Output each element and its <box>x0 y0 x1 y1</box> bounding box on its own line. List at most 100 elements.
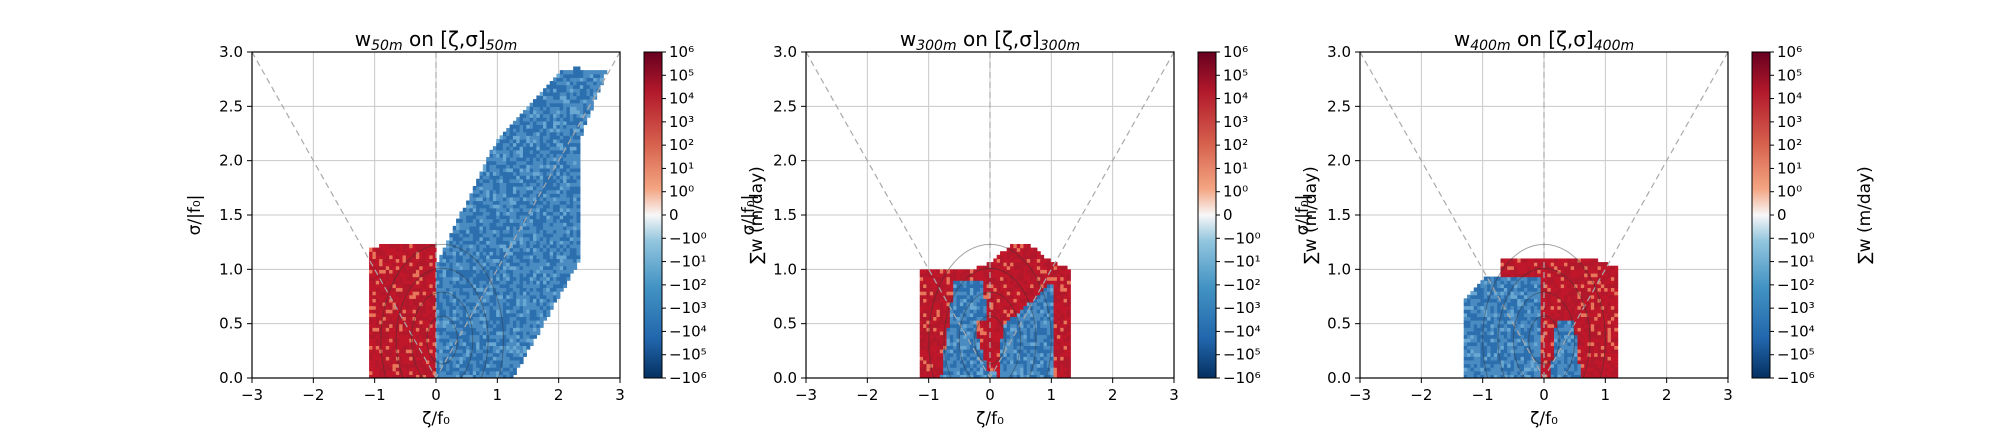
heatmap-cell <box>949 298 954 303</box>
heatmap-cell <box>506 149 511 155</box>
heatmap-cell <box>919 309 924 314</box>
heatmap-cell <box>556 186 561 191</box>
heatmap-cell <box>923 338 928 343</box>
heatmap-cell <box>529 334 534 339</box>
heatmap-cell <box>526 196 531 202</box>
heatmap-cell <box>969 298 974 303</box>
heatmap-cell <box>553 160 558 165</box>
heatmap-cell <box>496 171 501 176</box>
heatmap-cell <box>379 312 384 318</box>
heatmap-cell <box>933 359 938 365</box>
heatmap-cell <box>496 356 501 361</box>
heatmap-cell <box>539 153 544 158</box>
heatmap-cell <box>533 320 537 325</box>
heatmap-cell <box>929 309 934 314</box>
heatmap-cell <box>372 262 377 267</box>
heatmap-cell <box>369 341 374 346</box>
heatmap-cell <box>566 106 571 111</box>
heatmap-cell <box>415 258 420 263</box>
heatmap-cell <box>379 334 384 339</box>
heatmap-cell <box>943 356 948 361</box>
heatmap-cell <box>546 215 551 220</box>
heatmap-cell <box>425 312 430 318</box>
heatmap-cell <box>496 204 501 209</box>
heatmap-cell <box>919 301 924 307</box>
heatmap-cell <box>566 276 571 281</box>
heatmap-cell <box>983 327 988 332</box>
heatmap-cell <box>536 146 541 151</box>
heatmap-cell <box>1036 359 1041 365</box>
heatmap-cell <box>1016 345 1021 350</box>
heatmap-cell <box>422 374 427 378</box>
heatmap-cell <box>919 374 924 378</box>
heatmap-cell <box>1470 356 1475 361</box>
heatmap-cell <box>929 291 934 296</box>
heatmap-cell <box>462 374 467 378</box>
heatmap-cell <box>379 349 384 354</box>
heatmap-cell <box>439 374 444 378</box>
heatmap-cell <box>569 222 574 227</box>
heatmap-cell <box>409 349 414 354</box>
heatmap-cell <box>516 236 521 241</box>
heatmap-cell <box>509 272 514 278</box>
heatmap-cell <box>409 312 414 318</box>
heatmap-cell <box>412 262 417 267</box>
heatmap-cell <box>405 287 410 292</box>
heatmap-cell <box>533 236 537 241</box>
heatmap-cell <box>946 374 951 378</box>
heatmap-cell <box>1467 345 1471 350</box>
heatmap-cell <box>983 370 988 375</box>
heatmap-cell <box>1026 367 1031 372</box>
heatmap-cell <box>512 312 517 318</box>
heatmap-cell <box>929 374 934 378</box>
heatmap-cell <box>506 367 511 372</box>
heatmap-cell <box>559 80 564 86</box>
heatmap-cell <box>949 341 954 346</box>
heatmap-cell <box>439 287 444 292</box>
heatmap-cell <box>506 153 511 158</box>
heatmap-cell <box>1033 320 1038 325</box>
heatmap-cell <box>539 109 544 115</box>
heatmap-cell <box>459 341 464 346</box>
heatmap-cell <box>1010 254 1015 260</box>
heatmap-cell <box>449 330 454 336</box>
heatmap-cell <box>533 265 537 270</box>
heatmap-cell <box>929 276 934 281</box>
heatmap-cell <box>976 370 981 375</box>
heatmap-cell <box>936 287 941 292</box>
heatmap-cell <box>529 193 534 198</box>
heatmap-cell <box>522 124 527 129</box>
heatmap-cell <box>986 305 991 310</box>
heatmap-cell <box>539 265 544 270</box>
heatmap-cell <box>492 240 497 245</box>
heatmap-cell <box>395 320 400 325</box>
heatmap-cell <box>919 363 924 368</box>
heatmap-cell <box>1066 356 1071 361</box>
heatmap-cell <box>379 330 384 336</box>
heatmap-cell <box>1040 287 1045 292</box>
heatmap-cell <box>379 254 384 260</box>
heatmap-cell <box>412 272 417 278</box>
heatmap-cell <box>990 305 994 310</box>
heatmap-cell <box>956 334 961 339</box>
heatmap-cell <box>389 367 394 372</box>
heatmap-cell <box>492 309 497 314</box>
heatmap-cell <box>579 80 584 86</box>
heatmap-cell <box>506 309 511 314</box>
heatmap-cell <box>452 251 457 256</box>
heatmap-cell <box>536 102 541 107</box>
heatmap-cell <box>506 142 511 147</box>
heatmap-cell <box>486 247 491 252</box>
heatmap-cell <box>492 276 497 281</box>
x-tick-label: 3 <box>615 386 625 404</box>
heatmap-cell <box>486 334 491 339</box>
heatmap-cell <box>939 359 944 365</box>
heatmap-cell <box>392 359 397 365</box>
heatmap-cell <box>953 272 958 278</box>
heatmap-cell <box>1063 320 1068 325</box>
heatmap-cell <box>399 316 404 321</box>
heatmap-cell <box>409 367 414 372</box>
heatmap-cell <box>959 349 964 354</box>
heatmap-cell <box>1056 367 1061 372</box>
heatmap-cell <box>529 109 534 115</box>
